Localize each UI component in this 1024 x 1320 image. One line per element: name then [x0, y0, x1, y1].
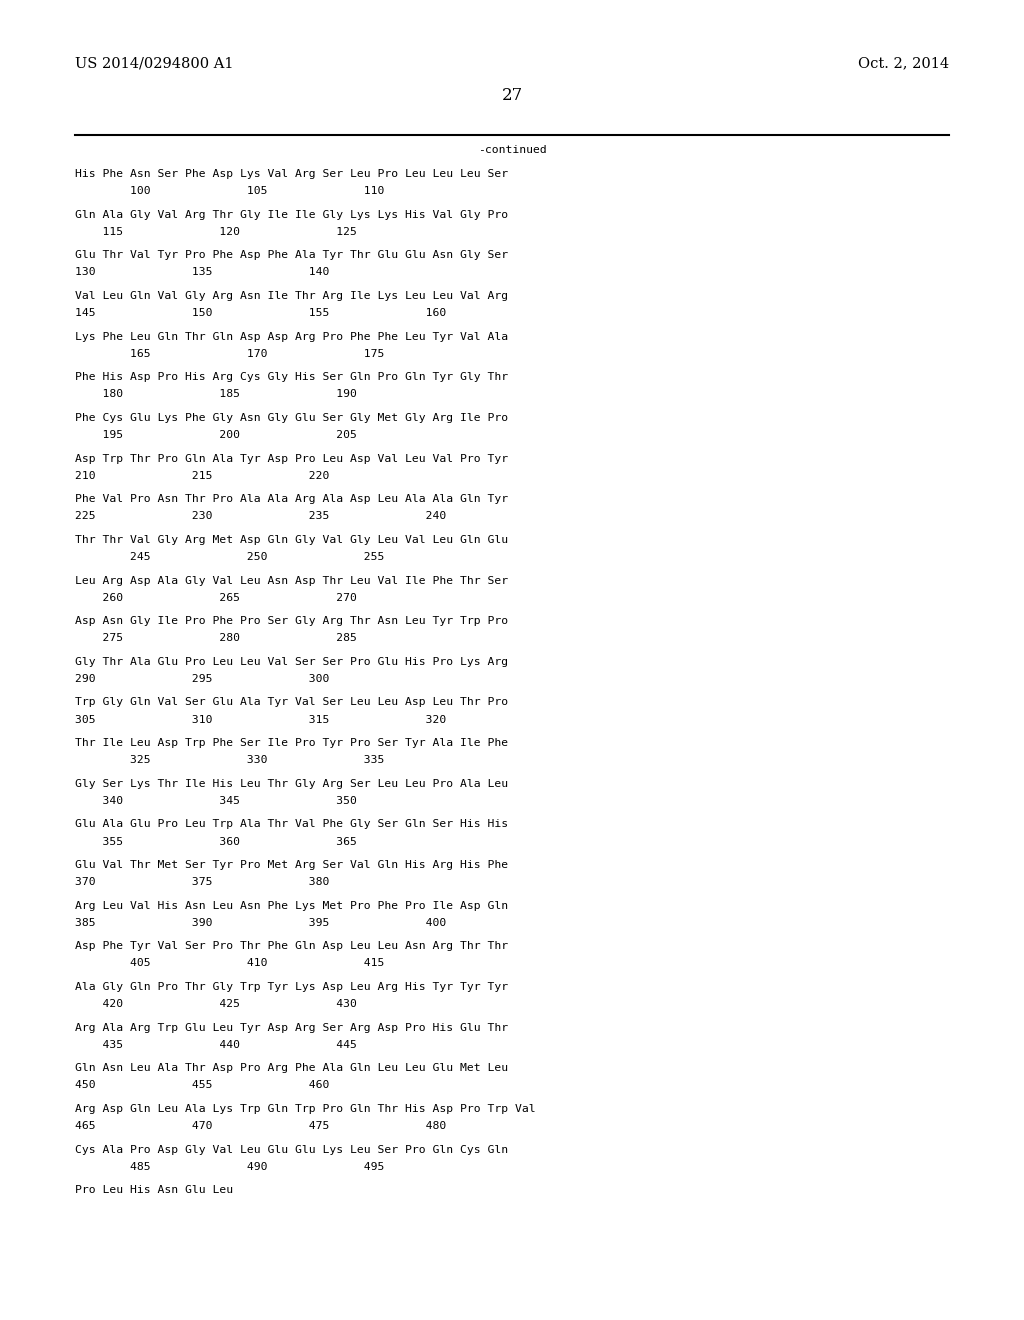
Text: Asp Trp Thr Pro Gln Ala Tyr Asp Pro Leu Asp Val Leu Val Pro Tyr: Asp Trp Thr Pro Gln Ala Tyr Asp Pro Leu …: [75, 454, 508, 463]
Text: 305              310              315              320: 305 310 315 320: [75, 714, 446, 725]
Text: 275              280              285: 275 280 285: [75, 634, 356, 643]
Text: 435              440              445: 435 440 445: [75, 1040, 356, 1049]
Text: Thr Ile Leu Asp Trp Phe Ser Ile Pro Tyr Pro Ser Tyr Ala Ile Phe: Thr Ile Leu Asp Trp Phe Ser Ile Pro Tyr …: [75, 738, 508, 748]
Text: Asp Asn Gly Ile Pro Phe Pro Ser Gly Arg Thr Asn Leu Tyr Trp Pro: Asp Asn Gly Ile Pro Phe Pro Ser Gly Arg …: [75, 616, 508, 626]
Text: Trp Gly Gln Val Ser Glu Ala Tyr Val Ser Leu Leu Asp Leu Thr Pro: Trp Gly Gln Val Ser Glu Ala Tyr Val Ser …: [75, 697, 508, 708]
Text: -continued: -continued: [477, 145, 547, 156]
Text: Cys Ala Pro Asp Gly Val Leu Glu Glu Lys Leu Ser Pro Gln Cys Gln: Cys Ala Pro Asp Gly Val Leu Glu Glu Lys …: [75, 1144, 508, 1155]
Text: Arg Asp Gln Leu Ala Lys Trp Gln Trp Pro Gln Thr His Asp Pro Trp Val: Arg Asp Gln Leu Ala Lys Trp Gln Trp Pro …: [75, 1104, 536, 1114]
Text: Asp Phe Tyr Val Ser Pro Thr Phe Gln Asp Leu Leu Asn Arg Thr Thr: Asp Phe Tyr Val Ser Pro Thr Phe Gln Asp …: [75, 941, 508, 952]
Text: 165              170              175: 165 170 175: [75, 348, 384, 359]
Text: 27: 27: [502, 87, 522, 103]
Text: Gln Asn Leu Ala Thr Asp Pro Arg Phe Ala Gln Leu Leu Glu Met Leu: Gln Asn Leu Ala Thr Asp Pro Arg Phe Ala …: [75, 1064, 508, 1073]
Text: 485              490              495: 485 490 495: [75, 1162, 384, 1172]
Text: 405              410              415: 405 410 415: [75, 958, 384, 969]
Text: Arg Ala Arg Trp Glu Leu Tyr Asp Arg Ser Arg Asp Pro His Glu Thr: Arg Ala Arg Trp Glu Leu Tyr Asp Arg Ser …: [75, 1023, 508, 1032]
Text: US 2014/0294800 A1: US 2014/0294800 A1: [75, 57, 233, 70]
Text: 245              250              255: 245 250 255: [75, 552, 384, 562]
Text: Arg Leu Val His Asn Leu Asn Phe Lys Met Pro Phe Pro Ile Asp Gln: Arg Leu Val His Asn Leu Asn Phe Lys Met …: [75, 900, 508, 911]
Text: 340              345              350: 340 345 350: [75, 796, 356, 807]
Text: 450              455              460: 450 455 460: [75, 1081, 329, 1090]
Text: Phe Val Pro Asn Thr Pro Ala Ala Arg Ala Asp Leu Ala Ala Gln Tyr: Phe Val Pro Asn Thr Pro Ala Ala Arg Ala …: [75, 494, 508, 504]
Text: Thr Thr Val Gly Arg Met Asp Gln Gly Val Gly Leu Val Leu Gln Glu: Thr Thr Val Gly Arg Met Asp Gln Gly Val …: [75, 535, 508, 545]
Text: 225              230              235              240: 225 230 235 240: [75, 511, 446, 521]
Text: 465              470              475              480: 465 470 475 480: [75, 1121, 446, 1131]
Text: 290              295              300: 290 295 300: [75, 675, 329, 684]
Text: His Phe Asn Ser Phe Asp Lys Val Arg Ser Leu Pro Leu Leu Leu Ser: His Phe Asn Ser Phe Asp Lys Val Arg Ser …: [75, 169, 508, 180]
Text: Ala Gly Gln Pro Thr Gly Trp Tyr Lys Asp Leu Arg His Tyr Tyr Tyr: Ala Gly Gln Pro Thr Gly Trp Tyr Lys Asp …: [75, 982, 508, 993]
Text: 355              360              365: 355 360 365: [75, 837, 356, 846]
Text: Oct. 2, 2014: Oct. 2, 2014: [858, 57, 949, 70]
Text: Gln Ala Gly Val Arg Thr Gly Ile Ile Gly Lys Lys His Val Gly Pro: Gln Ala Gly Val Arg Thr Gly Ile Ile Gly …: [75, 210, 508, 219]
Text: 180              185              190: 180 185 190: [75, 389, 356, 400]
Text: 115              120              125: 115 120 125: [75, 227, 356, 236]
Text: Glu Thr Val Tyr Pro Phe Asp Phe Ala Tyr Thr Glu Glu Asn Gly Ser: Glu Thr Val Tyr Pro Phe Asp Phe Ala Tyr …: [75, 251, 508, 260]
Text: 420              425              430: 420 425 430: [75, 999, 356, 1010]
Text: 195              200              205: 195 200 205: [75, 430, 356, 440]
Text: Pro Leu His Asn Glu Leu: Pro Leu His Asn Glu Leu: [75, 1185, 232, 1196]
Text: 370              375              380: 370 375 380: [75, 878, 329, 887]
Text: Leu Arg Asp Ala Gly Val Leu Asn Asp Thr Leu Val Ile Phe Thr Ser: Leu Arg Asp Ala Gly Val Leu Asn Asp Thr …: [75, 576, 508, 586]
Text: Lys Phe Leu Gln Thr Gln Asp Asp Arg Pro Phe Phe Leu Tyr Val Ala: Lys Phe Leu Gln Thr Gln Asp Asp Arg Pro …: [75, 331, 508, 342]
Text: 385              390              395              400: 385 390 395 400: [75, 917, 446, 928]
Text: Phe His Asp Pro His Arg Cys Gly His Ser Gln Pro Gln Tyr Gly Thr: Phe His Asp Pro His Arg Cys Gly His Ser …: [75, 372, 508, 383]
Text: 130              135              140: 130 135 140: [75, 268, 329, 277]
Text: Gly Ser Lys Thr Ile His Leu Thr Gly Arg Ser Leu Leu Pro Ala Leu: Gly Ser Lys Thr Ile His Leu Thr Gly Arg …: [75, 779, 508, 789]
Text: Val Leu Gln Val Gly Arg Asn Ile Thr Arg Ile Lys Leu Leu Val Arg: Val Leu Gln Val Gly Arg Asn Ile Thr Arg …: [75, 290, 508, 301]
Text: Glu Val Thr Met Ser Tyr Pro Met Arg Ser Val Gln His Arg His Phe: Glu Val Thr Met Ser Tyr Pro Met Arg Ser …: [75, 861, 508, 870]
Text: 100              105              110: 100 105 110: [75, 186, 384, 197]
Text: 260              265              270: 260 265 270: [75, 593, 356, 603]
Text: 210              215              220: 210 215 220: [75, 471, 329, 480]
Text: 145              150              155              160: 145 150 155 160: [75, 308, 446, 318]
Text: Phe Cys Glu Lys Phe Gly Asn Gly Glu Ser Gly Met Gly Arg Ile Pro: Phe Cys Glu Lys Phe Gly Asn Gly Glu Ser …: [75, 413, 508, 422]
Text: Glu Ala Glu Pro Leu Trp Ala Thr Val Phe Gly Ser Gln Ser His His: Glu Ala Glu Pro Leu Trp Ala Thr Val Phe …: [75, 820, 508, 829]
Text: 325              330              335: 325 330 335: [75, 755, 384, 766]
Text: Gly Thr Ala Glu Pro Leu Leu Val Ser Ser Pro Glu His Pro Lys Arg: Gly Thr Ala Glu Pro Leu Leu Val Ser Ser …: [75, 657, 508, 667]
